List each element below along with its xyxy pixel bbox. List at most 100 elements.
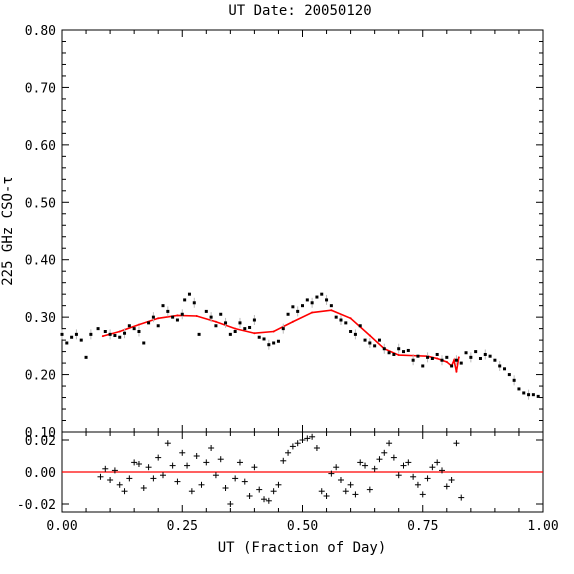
residual-point [155, 454, 162, 461]
residual-point [256, 486, 263, 493]
residual-point [212, 472, 219, 479]
residual-point [357, 459, 364, 466]
x-tick-label: 0.25 [167, 519, 198, 534]
residual-point [232, 475, 239, 482]
chart-title: UT Date: 20050120 [228, 3, 371, 19]
data-point [493, 358, 497, 362]
data-point [507, 373, 511, 377]
residual-point [405, 459, 412, 466]
data-point [147, 321, 151, 325]
y-tick-label: 0.20 [25, 369, 56, 384]
data-point [248, 325, 252, 329]
data-point [339, 318, 343, 322]
residual-point [111, 467, 118, 474]
y-axis-label: 225 GHz CSO-τ [0, 176, 16, 286]
residual-point [236, 459, 243, 466]
data-point [329, 304, 333, 308]
data-point [281, 327, 285, 331]
residual-point [386, 440, 393, 447]
data-point [137, 330, 141, 333]
x-tick-label: 0.50 [287, 519, 318, 534]
data-point [459, 361, 463, 365]
data-point [469, 355, 473, 359]
residual-y-tick-label: 0.00 [25, 466, 56, 481]
residual-point [342, 488, 349, 495]
data-point [166, 309, 170, 313]
data-point [498, 364, 502, 368]
residual-point [318, 488, 325, 495]
data-point [132, 327, 136, 331]
data-point [79, 338, 83, 342]
x-tick-label: 0.75 [407, 519, 438, 534]
data-point [187, 292, 191, 296]
residual-point [371, 465, 378, 472]
fit-point [272, 330, 275, 333]
fit-point [291, 320, 294, 323]
y-tick-label: 0.50 [25, 196, 56, 211]
fit-point [436, 357, 439, 360]
residual-point [179, 449, 186, 456]
residual-point [135, 461, 142, 467]
residual-point [458, 494, 465, 501]
y-tick-label: 0.10 [25, 426, 56, 441]
data-point [262, 337, 266, 341]
residual-point [294, 440, 301, 447]
data-point [349, 330, 353, 333]
residual-point [366, 486, 373, 493]
residual-point [102, 465, 109, 472]
residual-point [328, 470, 335, 477]
data-point [377, 338, 381, 342]
data-point [276, 339, 280, 343]
residual-point [97, 473, 104, 480]
data-point [171, 315, 175, 319]
fit-point [137, 323, 140, 326]
fit-point [453, 359, 456, 362]
residual-point [337, 477, 344, 483]
residual-point [126, 475, 133, 482]
data-point [161, 304, 165, 308]
data-point [183, 298, 187, 302]
data-point [325, 298, 329, 302]
fit-point [157, 317, 160, 320]
data-point [512, 378, 516, 382]
data-point [96, 327, 100, 331]
data-point [65, 341, 69, 345]
residual-point [352, 491, 359, 498]
residual-point [169, 462, 176, 469]
fit-point [445, 360, 448, 363]
data-point [197, 332, 201, 336]
residual-point [434, 459, 441, 466]
data-point [464, 351, 468, 355]
data-point [108, 332, 112, 336]
measurement-points [60, 292, 540, 400]
data-point [488, 354, 492, 358]
data-point [430, 356, 434, 360]
data-point [286, 312, 290, 316]
data-point [344, 321, 348, 325]
data-point [474, 350, 478, 354]
residual-point [280, 457, 287, 464]
residual-point [438, 467, 445, 474]
fit-point [455, 370, 458, 373]
residual-point [150, 475, 157, 482]
data-point [89, 332, 93, 336]
residual-point [333, 464, 340, 471]
data-point [531, 393, 535, 397]
x-axis: 0.00 0.25 0.50 0.75 1.00 [46, 432, 559, 534]
residual-point [443, 483, 450, 490]
residual-point [203, 459, 210, 466]
residual-point [222, 485, 229, 491]
x-axis-label: UT (Fraction of Day) [218, 540, 387, 556]
residual-point [362, 462, 369, 469]
residual-point [265, 497, 272, 504]
data-point [118, 335, 122, 339]
data-point [435, 352, 439, 356]
data-point [358, 324, 362, 328]
residual-point [116, 481, 123, 488]
residual-point [395, 472, 402, 479]
residual-point [241, 478, 248, 485]
residual-point [323, 493, 330, 499]
residual-point [304, 435, 311, 442]
data-point [503, 367, 507, 371]
